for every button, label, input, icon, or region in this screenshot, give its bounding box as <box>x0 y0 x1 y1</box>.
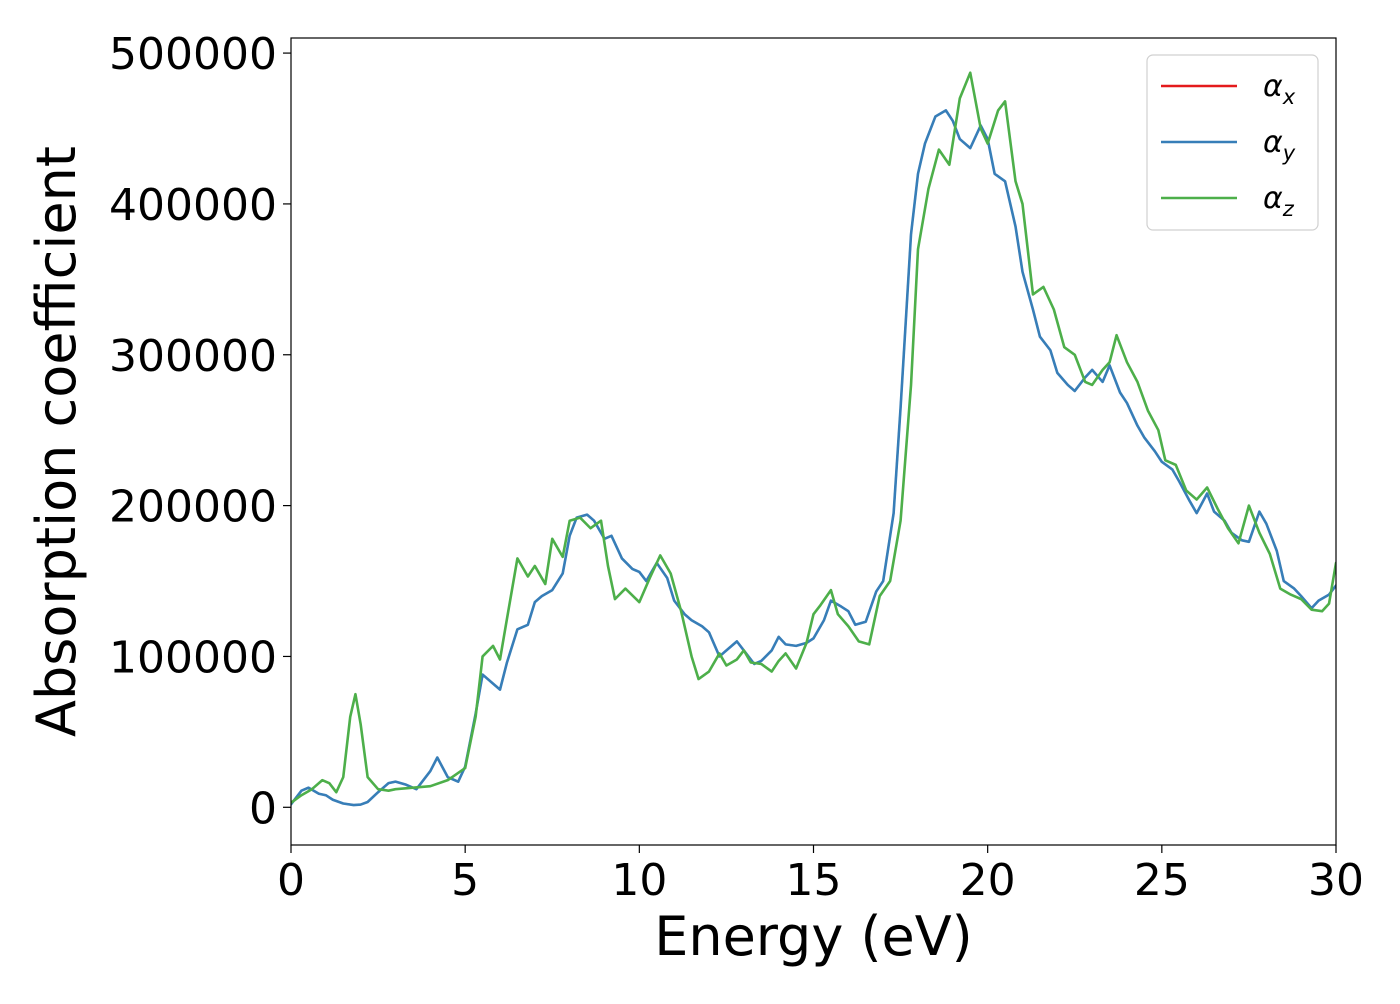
x-tick-label: 0 <box>277 855 305 906</box>
y-axis-title: Absorption coefficient <box>25 146 88 737</box>
x-tick-label: 15 <box>786 855 842 906</box>
y-axis: 0 100000 200000 300000 400000 500000 <box>109 29 291 834</box>
y-tick-label: 200000 <box>109 482 277 533</box>
legend: αx αy αz <box>1146 54 1319 231</box>
y-tick-label: 500000 <box>109 29 277 80</box>
x-tick-label: 20 <box>960 855 1016 906</box>
x-tick-label: 25 <box>1134 855 1190 906</box>
series-line-z <box>291 71 1336 805</box>
y-tick-label: 400000 <box>109 180 277 231</box>
y-tick-label: 300000 <box>109 331 277 382</box>
x-axis: 0 5 10 15 20 25 30 <box>277 845 1364 906</box>
legend-label: αy <box>1263 125 1296 165</box>
legend-label: αz <box>1263 181 1295 221</box>
series-layer <box>291 71 1336 807</box>
x-axis-title: Energy (eV) <box>654 905 973 968</box>
x-tick-label: 30 <box>1308 855 1364 906</box>
x-tick-label: 5 <box>451 855 479 906</box>
legend-label: αx <box>1263 69 1296 109</box>
y-tick-label: 0 <box>249 783 277 834</box>
y-tick-label: 100000 <box>109 632 277 683</box>
x-tick-label: 10 <box>611 855 667 906</box>
